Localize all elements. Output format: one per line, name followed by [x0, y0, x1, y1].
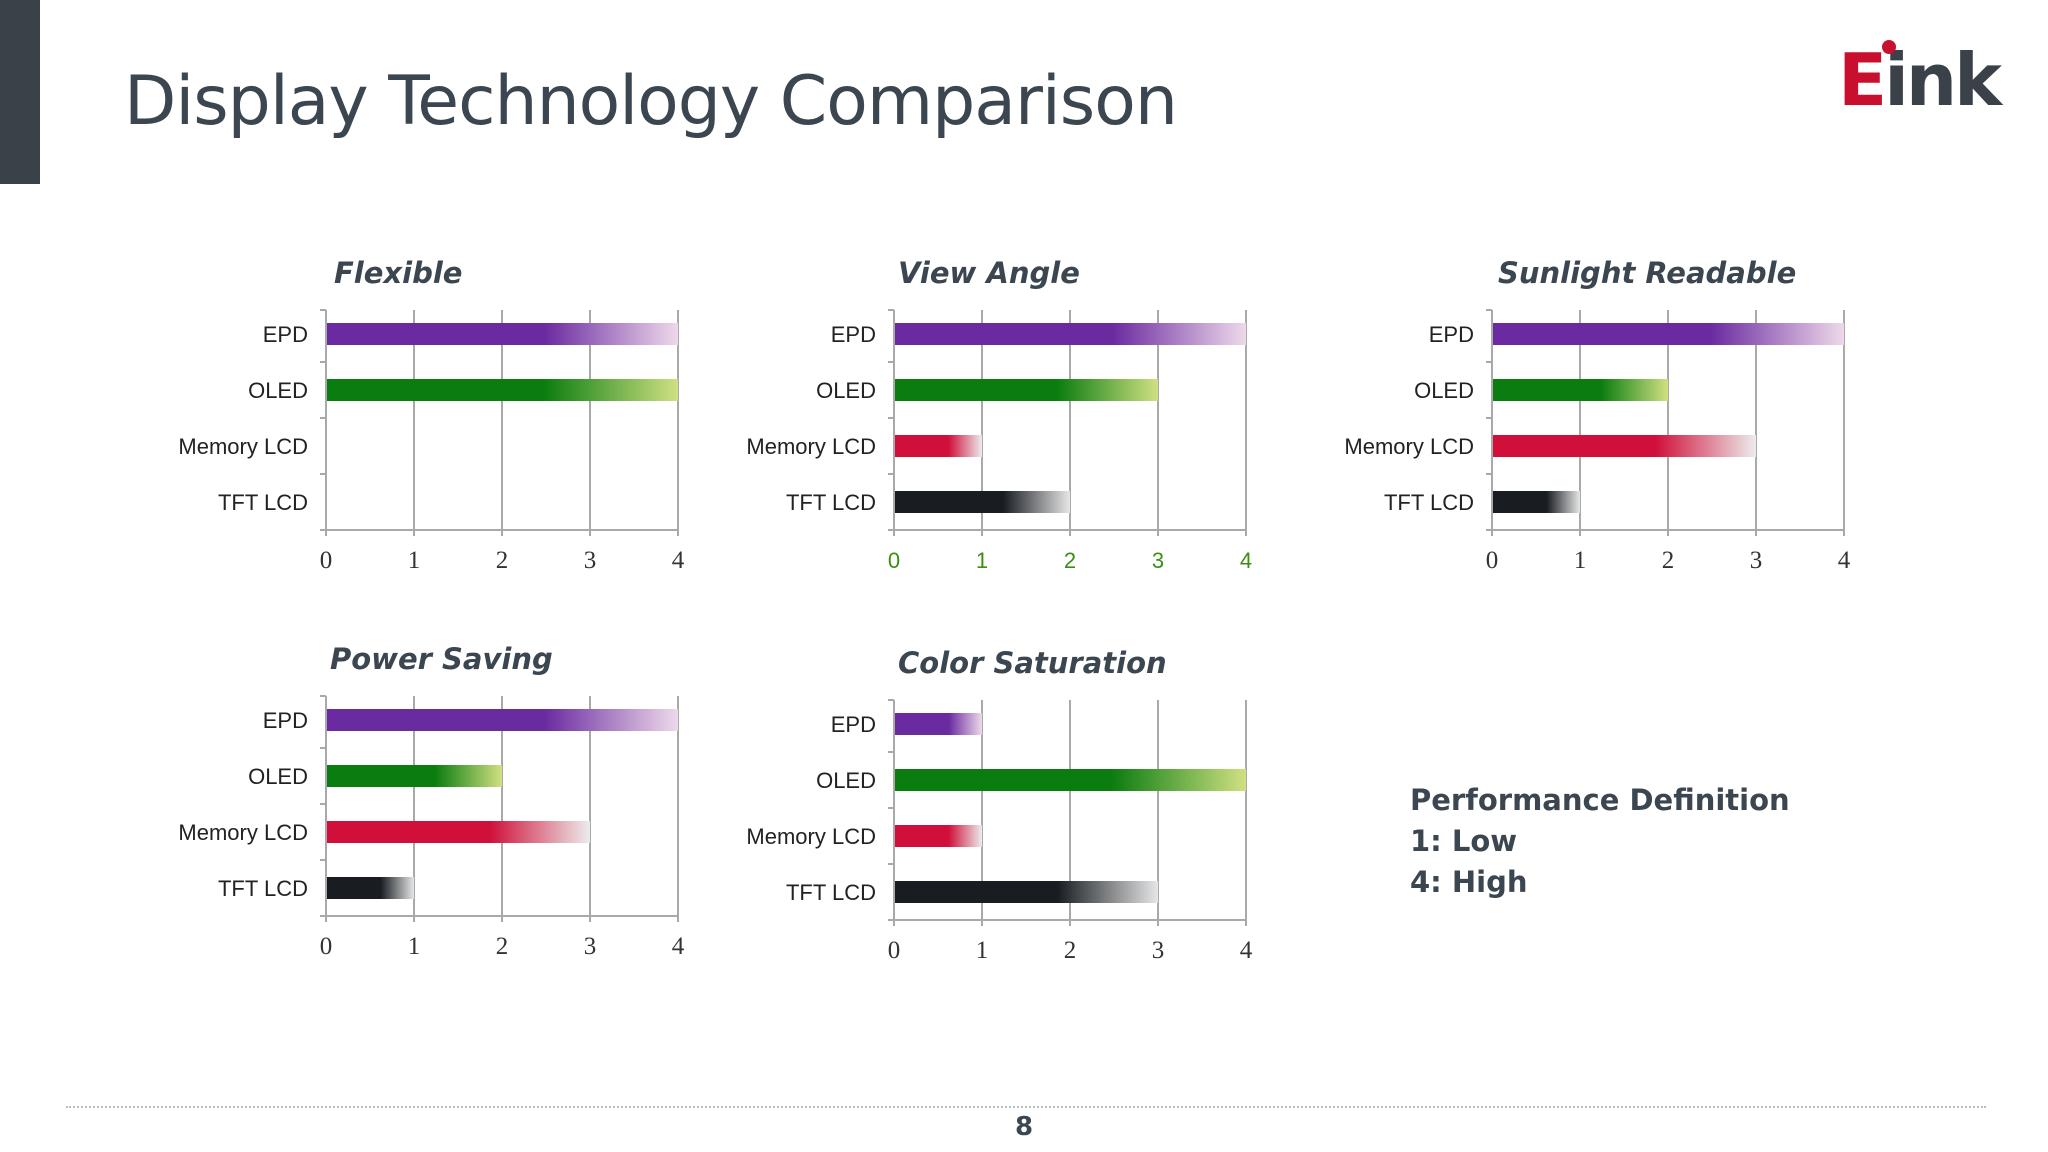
- x-tick-label: 1: [976, 937, 989, 964]
- x-tick-label: 3: [1750, 547, 1763, 574]
- x-tick-label: 3: [584, 547, 597, 574]
- x-tick-label: 2: [1064, 937, 1077, 964]
- category-label: OLED: [816, 378, 876, 403]
- logo-wordmark: Eink: [1838, 38, 2002, 122]
- category-label: OLED: [816, 768, 876, 793]
- chart-title: Power Saving: [330, 642, 553, 676]
- chart-color-saturation: Color Saturation EPD OLED Memory LCD TFT LC…: [728, 646, 1288, 982]
- logo-letter-e: E: [1838, 38, 1887, 122]
- category-label: EPD: [263, 322, 308, 347]
- x-tick-label: 1: [976, 548, 988, 573]
- category-label: Memory LCD: [178, 820, 308, 845]
- footer-divider: [66, 1106, 1986, 1108]
- x-tick-label: 2: [1064, 548, 1076, 573]
- performance-definition-heading: Performance Definition: [1410, 783, 1790, 817]
- chart-plot: EPD OLED Memory LCD TFT LCD 0 1 2 3 4: [178, 695, 685, 960]
- bar-tft-lcd: [894, 881, 1158, 903]
- x-tick-label: 3: [1152, 937, 1165, 964]
- x-tick-label: 2: [1662, 547, 1675, 574]
- chart-plot: EPD OLED Memory LCD TFT LCD 0 1 2 3 4: [178, 309, 685, 574]
- performance-definition: Performance Definition 1: Low 4: High: [1410, 780, 1790, 903]
- eink-logo: Eink: [1838, 38, 2002, 122]
- x-tick-label: 4: [1240, 548, 1252, 573]
- x-tick-label: 3: [1152, 548, 1164, 573]
- chart-title: Color Saturation: [898, 646, 1167, 680]
- bar-epd: [326, 323, 678, 345]
- bar-epd: [1492, 323, 1844, 345]
- bar-epd: [326, 709, 678, 731]
- bar-tft-lcd: [1492, 491, 1580, 513]
- category-label: Memory LCD: [1344, 434, 1474, 459]
- x-tick-label: 4: [672, 547, 685, 574]
- category-label: EPD: [831, 712, 876, 737]
- performance-definition-high: 4: High: [1410, 865, 1528, 899]
- bar-epd: [894, 713, 982, 735]
- bar-memory-lcd: [1492, 435, 1756, 457]
- bar-memory-lcd: [326, 821, 590, 843]
- bar-memory-lcd: [894, 825, 982, 847]
- chart-flexible: Flexible EPD OLED Memory LCD TFT LCD 0 1 2 3 4: [160, 256, 720, 592]
- x-tick-label: 0: [888, 548, 900, 573]
- chart-plot: EPD OLED Memory LCD TFT LCD 0 1 2 3 4: [746, 699, 1253, 964]
- category-label: TFT LCD: [1384, 490, 1474, 515]
- category-label: OLED: [248, 764, 308, 789]
- bar-memory-lcd: [894, 435, 982, 457]
- category-label: EPD: [1429, 322, 1474, 347]
- x-tick-label: 4: [672, 933, 685, 960]
- x-tick-label: 3: [584, 933, 597, 960]
- bar-tft-lcd: [894, 491, 1070, 513]
- logo-dot-icon: [1882, 40, 1896, 54]
- bar-tft-lcd: [326, 877, 414, 899]
- chart-plot: EPD OLED Memory LCD TFT LCD 0 1 2 3 4: [1344, 309, 1851, 574]
- category-label: Memory LCD: [178, 434, 308, 459]
- x-tick-label: 0: [320, 933, 333, 960]
- category-label: OLED: [248, 378, 308, 403]
- category-label: Memory LCD: [746, 824, 876, 849]
- category-label: TFT LCD: [218, 490, 308, 515]
- performance-definition-low: 1: Low: [1410, 824, 1518, 858]
- logo-letters-ink: ink: [1884, 38, 2002, 122]
- x-tick-label: 0: [1486, 547, 1499, 574]
- x-tick-label: 2: [496, 933, 509, 960]
- bar-oled: [894, 769, 1246, 791]
- category-label: EPD: [831, 322, 876, 347]
- chart-title: View Angle: [898, 256, 1080, 290]
- chart-title: Sunlight Readable: [1498, 256, 1797, 290]
- x-tick-label: 1: [408, 547, 421, 574]
- chart-power-saving: Power Saving EPD OLED Memory LCD TFT LCD 0 1 2…: [160, 642, 720, 978]
- category-label: EPD: [263, 708, 308, 733]
- category-label: OLED: [1414, 378, 1474, 403]
- category-label: TFT LCD: [786, 490, 876, 515]
- x-tick-label: 1: [408, 933, 421, 960]
- chart-sunlight-readable: Sunlight Readable EPD OLED Memory LCD TFT L…: [1326, 256, 1886, 592]
- page-number: 8: [1014, 1112, 1034, 1142]
- chart-view-angle: View Angle EPD OLED Memory LCD TFT LCD 0 1 2 3 4: [728, 256, 1288, 592]
- x-tick-label: 0: [320, 547, 333, 574]
- x-tick-label: 0: [888, 937, 901, 964]
- bar-oled: [1492, 379, 1668, 401]
- side-accent-bar: [0, 0, 40, 184]
- x-tick-label: 2: [496, 547, 509, 574]
- bar-oled: [894, 379, 1158, 401]
- category-label: Memory LCD: [746, 434, 876, 459]
- bar-oled: [326, 765, 502, 787]
- page-title: Display Technology Comparison: [124, 62, 1178, 141]
- category-label: TFT LCD: [786, 880, 876, 905]
- bar-oled: [326, 379, 678, 401]
- bar-epd: [894, 323, 1246, 345]
- category-label: TFT LCD: [218, 876, 308, 901]
- x-tick-label: 4: [1240, 937, 1253, 964]
- x-tick-label: 4: [1838, 547, 1851, 574]
- chart-plot: EPD OLED Memory LCD TFT LCD 0 1 2 3 4: [746, 309, 1252, 573]
- x-tick-label: 1: [1574, 547, 1587, 574]
- chart-title: Flexible: [334, 256, 463, 290]
